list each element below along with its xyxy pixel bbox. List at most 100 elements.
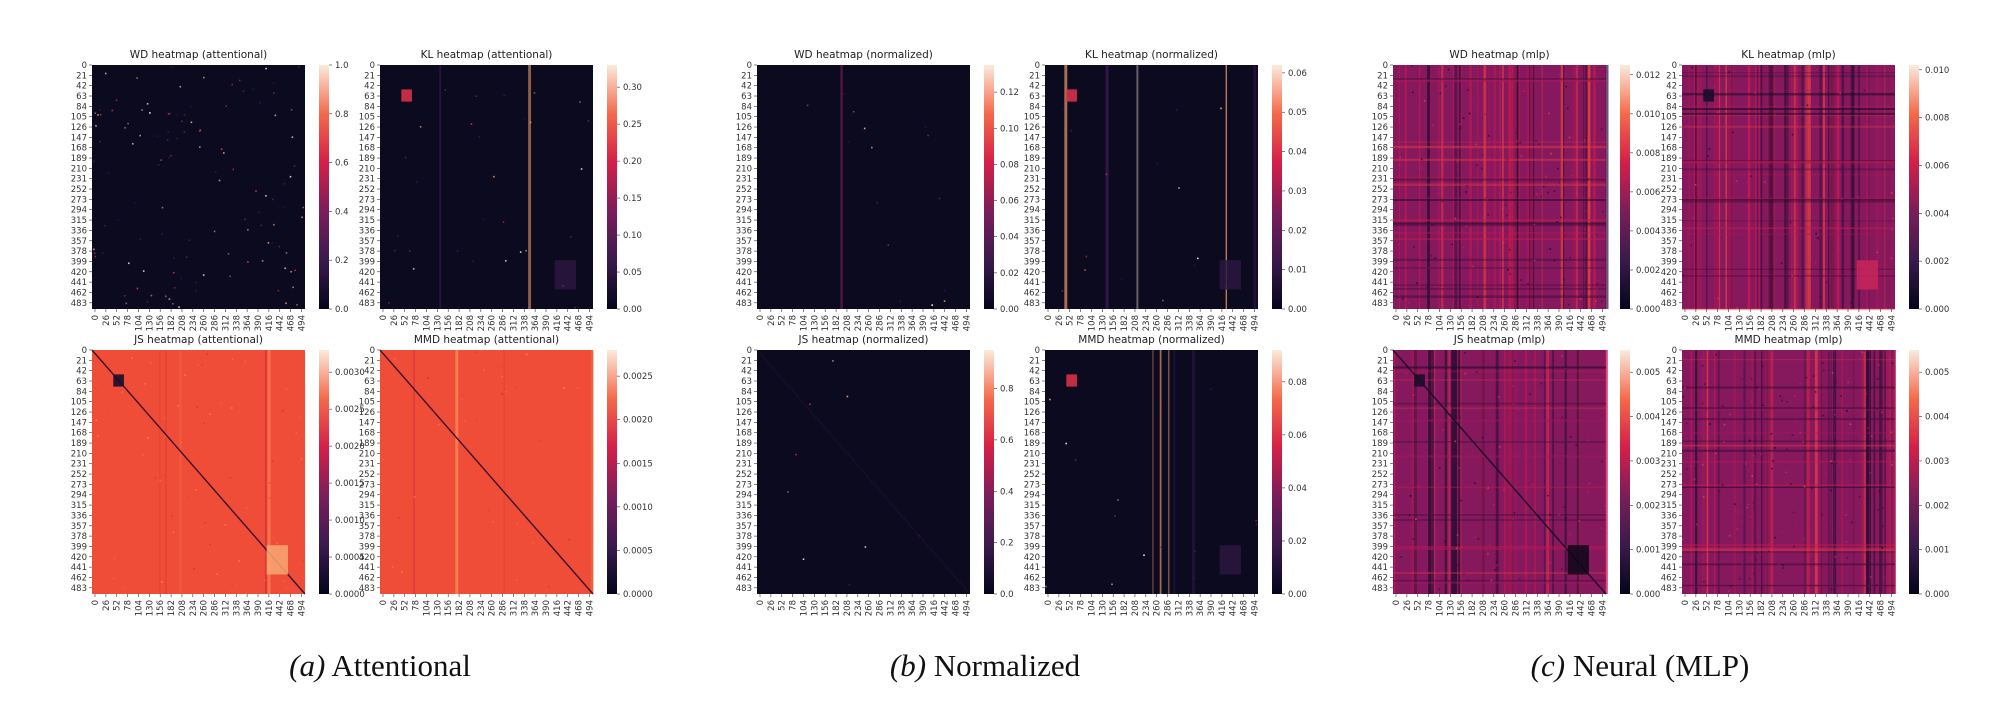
heatmap-band (1682, 197, 1895, 200)
heatmap-speck (1480, 167, 1483, 170)
y-tick-label: 168 (1024, 429, 1040, 439)
heatmap-speck (115, 99, 118, 101)
heatmap-speck (1890, 431, 1893, 434)
heatmap-speck (95, 125, 97, 127)
y-tick-label: 105 (359, 113, 375, 123)
x-tick-label: 208 (466, 315, 476, 331)
colorbar-tick-label: 1.0 (335, 61, 349, 71)
heatmap-speck (438, 423, 440, 426)
heatmap-speck (1407, 446, 1409, 448)
x-tick-label: 26 (1055, 600, 1065, 611)
y-tick-label: 168 (1661, 429, 1677, 439)
heatmap-speck (1045, 585, 1047, 588)
x-tick-label: 416 (930, 600, 940, 616)
heatmap-speck (943, 300, 946, 302)
heatmap-speck (1501, 208, 1504, 210)
heatmap-speck (1753, 354, 1756, 356)
heatmap-speck (1435, 213, 1438, 215)
heatmap-stripe (1428, 350, 1432, 594)
heatmap-speck (1549, 562, 1551, 564)
heatmap-speck (1408, 302, 1410, 305)
y-tick-label: 399 (736, 542, 752, 552)
caption-b-text: Normalized (933, 648, 1081, 683)
heatmap-stripe (1488, 65, 1491, 309)
heatmap-stripe (1502, 65, 1504, 309)
heatmap-title: KL heatmap (mlp) (1741, 49, 1835, 61)
x-tick-label: 78 (1714, 600, 1724, 611)
heatmap-panel: MMD heatmap (mlp)02142638410512614716818… (1661, 334, 1950, 616)
y-tick-label: 420 (1661, 553, 1677, 563)
heatmap-stripe (1564, 350, 1567, 594)
heatmap-speck (404, 156, 407, 159)
heatmap-speck (1753, 506, 1755, 509)
heatmap-speck (1772, 460, 1774, 462)
y-tick-label: 252 (359, 470, 375, 480)
heatmap-speck (931, 304, 933, 306)
x-tick-label: 26 (767, 600, 777, 611)
y-tick-label: 126 (1024, 123, 1040, 133)
heatmap-speck (476, 419, 478, 422)
x-tick-label: 442 (1866, 600, 1876, 616)
heatmap-speck (164, 417, 166, 420)
colorbar-tick-label: 0.0025 (623, 372, 653, 382)
heatmap-speck (1721, 405, 1724, 407)
y-tick-label: 420 (1372, 553, 1388, 563)
y-tick-label: 294 (736, 206, 752, 216)
heatmap-speck (1830, 588, 1833, 591)
x-tick-label: 312 (1811, 315, 1821, 331)
heatmap-speck (1858, 495, 1861, 498)
y-tick-label: 378 (71, 532, 87, 542)
y-tick-label: 21 (364, 71, 375, 81)
heatmap-speck (1160, 404, 1162, 406)
x-tick-label: 156 (444, 315, 454, 331)
heatmap-speck (1869, 471, 1872, 474)
heatmap-stripe (1546, 350, 1549, 594)
y-tick-label: 63 (1029, 377, 1040, 387)
heatmap-speck (294, 269, 297, 272)
colorbar-tick-label: 0.002 (1925, 501, 1949, 511)
heatmap-speck (394, 249, 396, 252)
x-tick-label: 494 (962, 315, 972, 331)
heatmap-stripe (1733, 350, 1736, 594)
colorbar (319, 65, 329, 309)
heatmap-speck (1255, 519, 1257, 522)
colorbar-tick-label: 0.0020 (335, 442, 365, 452)
x-tick-label: 182 (1120, 600, 1130, 616)
heatmap-speck (1814, 262, 1817, 265)
heatmap-stripe (1831, 65, 1835, 309)
x-tick-label: 26 (767, 315, 777, 326)
heatmap-speck (142, 453, 144, 456)
x-tick-label: 78 (789, 600, 799, 611)
y-tick-label: 168 (1661, 144, 1677, 154)
colorbar-tick-label: 0.0005 (623, 546, 653, 556)
heatmap-speck (1684, 387, 1686, 389)
x-tick-label: 442 (1866, 315, 1876, 331)
y-tick-label: 126 (1024, 408, 1040, 418)
heatmap-speck (285, 388, 287, 390)
heatmap-speck (1807, 583, 1809, 586)
y-tick-label: 441 (1372, 563, 1388, 573)
heatmap-stripe (1785, 65, 1789, 309)
colorbar (607, 65, 617, 309)
x-tick-label: 52 (778, 600, 788, 611)
y-tick-label: 168 (359, 429, 375, 439)
heatmap-speck (1739, 578, 1741, 580)
heatmap-stripe (1879, 65, 1882, 309)
heatmap-speck (1476, 164, 1478, 166)
heatmap-speck (1415, 518, 1417, 521)
heatmap-speck (195, 281, 197, 284)
heatmap-speck (149, 112, 151, 114)
heatmap-speck (526, 353, 528, 356)
x-tick-label: 234 (1779, 600, 1789, 616)
heatmap-stripe (1498, 65, 1501, 309)
heatmap-speck (1462, 185, 1465, 188)
heatmap-speck (206, 353, 209, 355)
heatmap-speck (1412, 394, 1415, 396)
heatmap-speck (1750, 378, 1753, 380)
y-tick-label: 378 (1372, 532, 1388, 542)
heatmap-band (1393, 288, 1606, 290)
heatmap-speck (1779, 395, 1782, 398)
y-tick-label: 63 (741, 377, 752, 387)
y-tick-label: 84 (741, 387, 752, 397)
y-tick-label: 42 (741, 82, 752, 92)
